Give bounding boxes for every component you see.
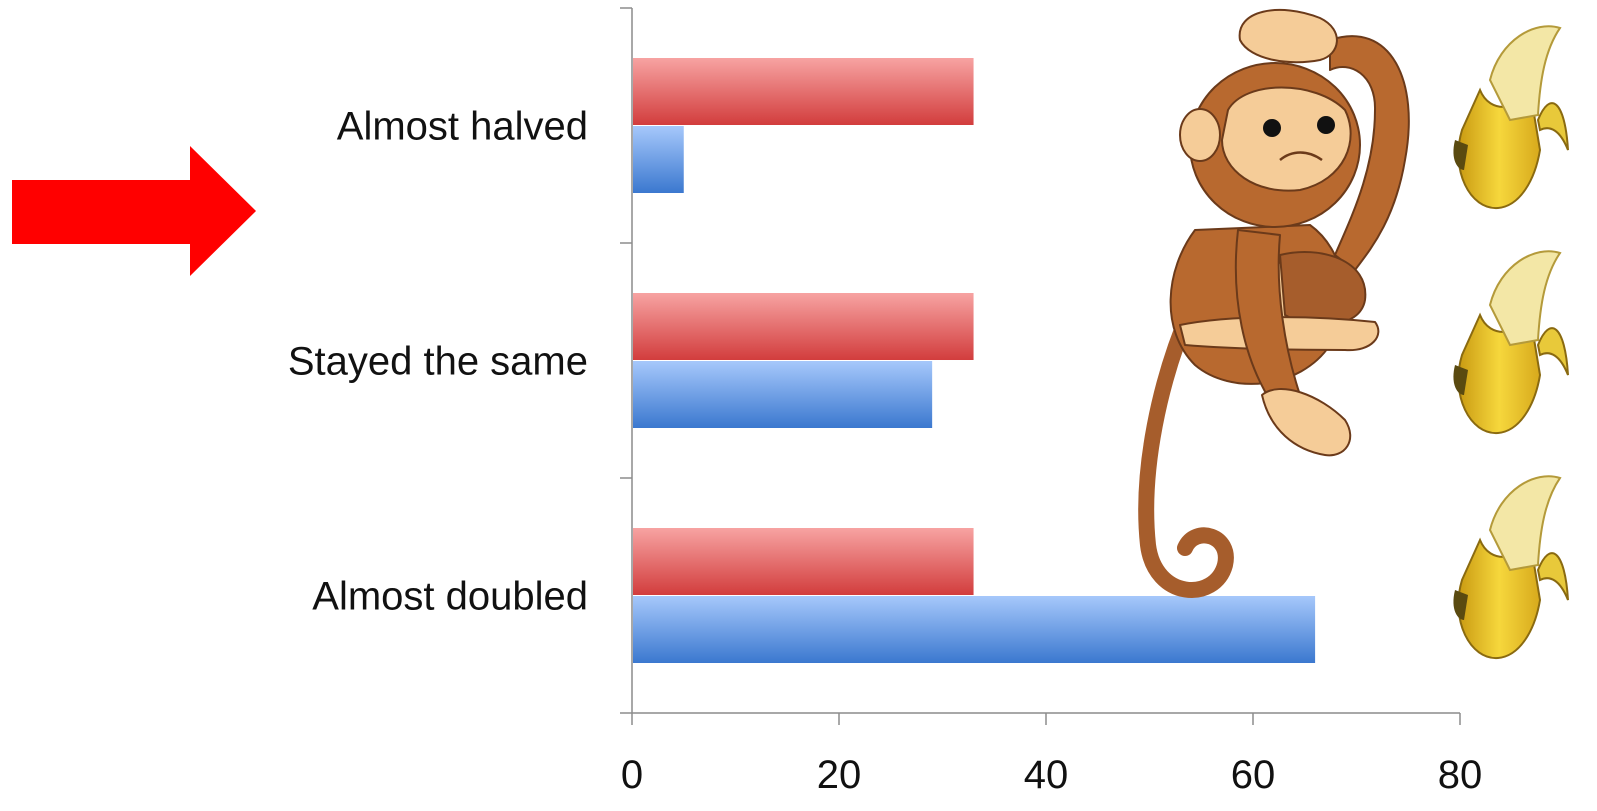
monkey-illustration: [1138, 8, 1410, 598]
banana-icon: [1453, 25, 1569, 210]
category-label: Stayed the same: [288, 340, 588, 384]
banana-icon: [1453, 250, 1569, 435]
x-tick-label: 40: [1024, 753, 1069, 797]
banana-icon: [1453, 475, 1569, 660]
x-tick-label: 80: [1438, 753, 1483, 797]
bar-red-almost-halved: [633, 58, 974, 125]
category-labels: Almost halved Stayed the same Almost doubl…: [288, 105, 588, 619]
x-tick-label: 60: [1231, 753, 1276, 797]
bar-blue-stayed-the-same: [633, 361, 933, 428]
category-label: Almost halved: [337, 105, 588, 149]
x-tick-labels: 0 20 40 60 80: [621, 713, 1482, 797]
y-axis: [620, 7, 633, 714]
bar-red-stayed-the-same: [633, 293, 974, 360]
arrow-right-icon: [12, 146, 256, 276]
category-label: Almost doubled: [312, 575, 588, 619]
x-tick-label: 0: [621, 753, 643, 797]
bar-red-almost-doubled: [633, 528, 974, 595]
bars-layer: [633, 58, 1316, 663]
bar-blue-almost-halved: [633, 126, 684, 193]
x-tick-label: 20: [817, 753, 862, 797]
bar-blue-almost-doubled: [633, 596, 1316, 663]
